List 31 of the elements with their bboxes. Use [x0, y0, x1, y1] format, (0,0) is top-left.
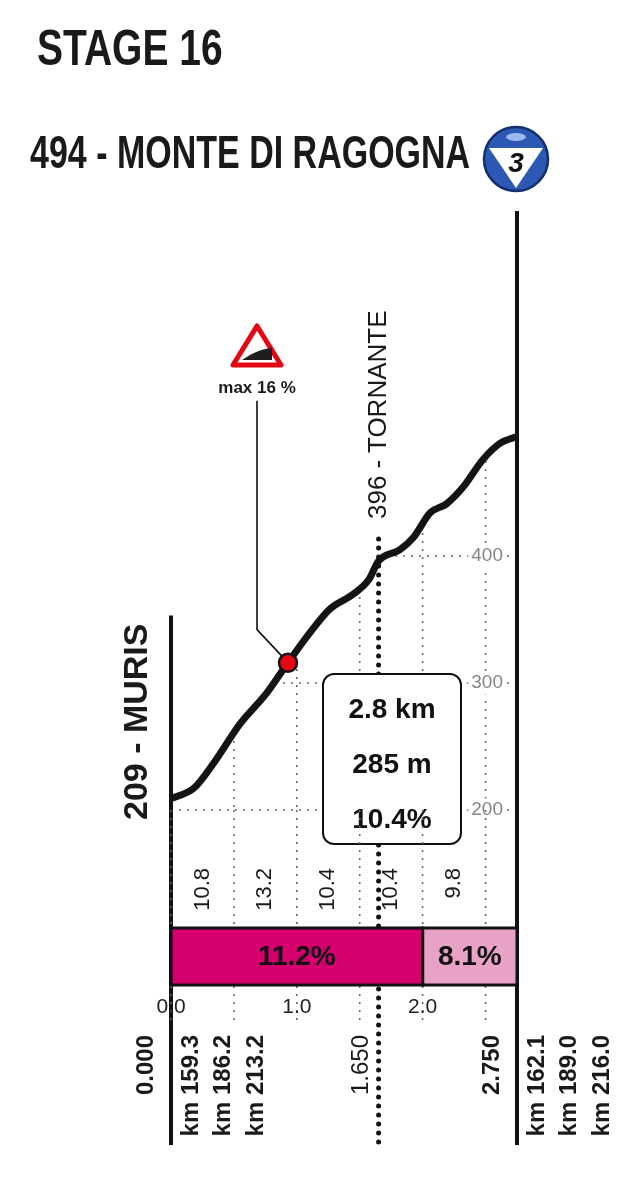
chart-subtitle: 494 - MONTE DI RAGOGNA	[30, 125, 471, 179]
x-tick-label: 2.0	[408, 994, 438, 1018]
series-label: 8.1%	[437, 940, 502, 972]
annotation: 10.8	[188, 868, 214, 911]
annotation: 10.4	[314, 868, 340, 911]
ref-line-label: 209 - MURIS	[116, 623, 155, 820]
annotation: 10.4	[377, 868, 403, 911]
text: km 213.2	[240, 1035, 268, 1137]
annotation: 10.4%	[351, 802, 433, 836]
text: 1.650	[346, 1035, 374, 1096]
y-tick-label: 300	[471, 671, 503, 693]
annotation: 9.8	[440, 868, 466, 899]
ref-line-label: 396 - TORNANTE	[361, 310, 392, 520]
annotation: 13.2	[251, 868, 277, 911]
summary-box: 2.8 km 285 m 10.4%	[322, 673, 462, 845]
annotation: 2.8 km	[347, 692, 437, 726]
text: 0.000	[130, 1035, 158, 1096]
annotation: 285 m	[351, 747, 433, 781]
y-tick-label: 200	[471, 798, 503, 820]
text: km 189.0	[554, 1035, 582, 1137]
x-tick-label: 1.0	[282, 994, 312, 1018]
annotation: max 16 %	[218, 377, 296, 397]
chart-title: STAGE 16	[37, 19, 223, 76]
text: km 162.1	[521, 1035, 549, 1137]
series-label: 11.2%	[257, 940, 336, 972]
text: 3	[507, 147, 525, 178]
text: km 159.3	[175, 1035, 203, 1137]
text: km 216.0	[586, 1035, 614, 1137]
text: km 186.2	[208, 1035, 236, 1137]
text: 2.750	[476, 1035, 504, 1096]
y-tick-label: 400	[471, 544, 503, 566]
